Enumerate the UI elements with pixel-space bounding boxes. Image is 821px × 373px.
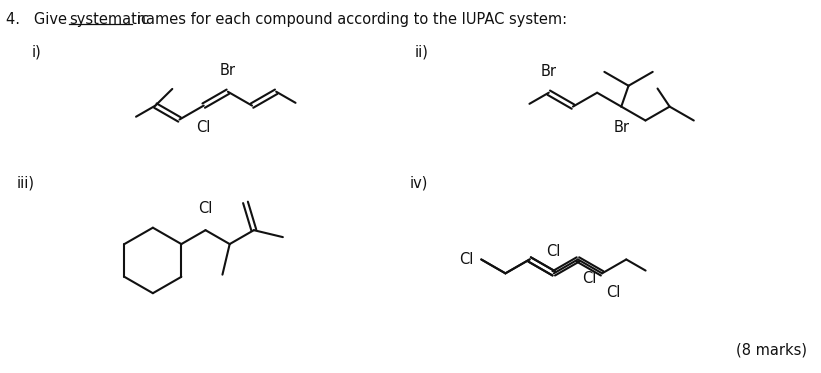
Text: 4.   Give: 4. Give	[7, 12, 72, 27]
Text: Br: Br	[220, 63, 236, 78]
Text: Cl: Cl	[547, 244, 561, 260]
Text: iii): iii)	[16, 175, 34, 190]
Text: (8 marks): (8 marks)	[736, 343, 807, 358]
Text: Cl: Cl	[459, 252, 473, 267]
Text: systematic: systematic	[69, 12, 149, 27]
Text: Br: Br	[541, 64, 557, 79]
Text: Cl: Cl	[196, 119, 211, 135]
Text: ii): ii)	[415, 44, 429, 59]
Text: names for each compound according to the IUPAC system:: names for each compound according to the…	[132, 12, 567, 27]
Text: Cl: Cl	[582, 272, 596, 286]
Text: Cl: Cl	[199, 201, 213, 216]
Text: iv): iv)	[410, 175, 429, 190]
Text: Cl: Cl	[606, 285, 621, 300]
Text: i): i)	[31, 44, 41, 59]
Text: Br: Br	[613, 120, 629, 135]
